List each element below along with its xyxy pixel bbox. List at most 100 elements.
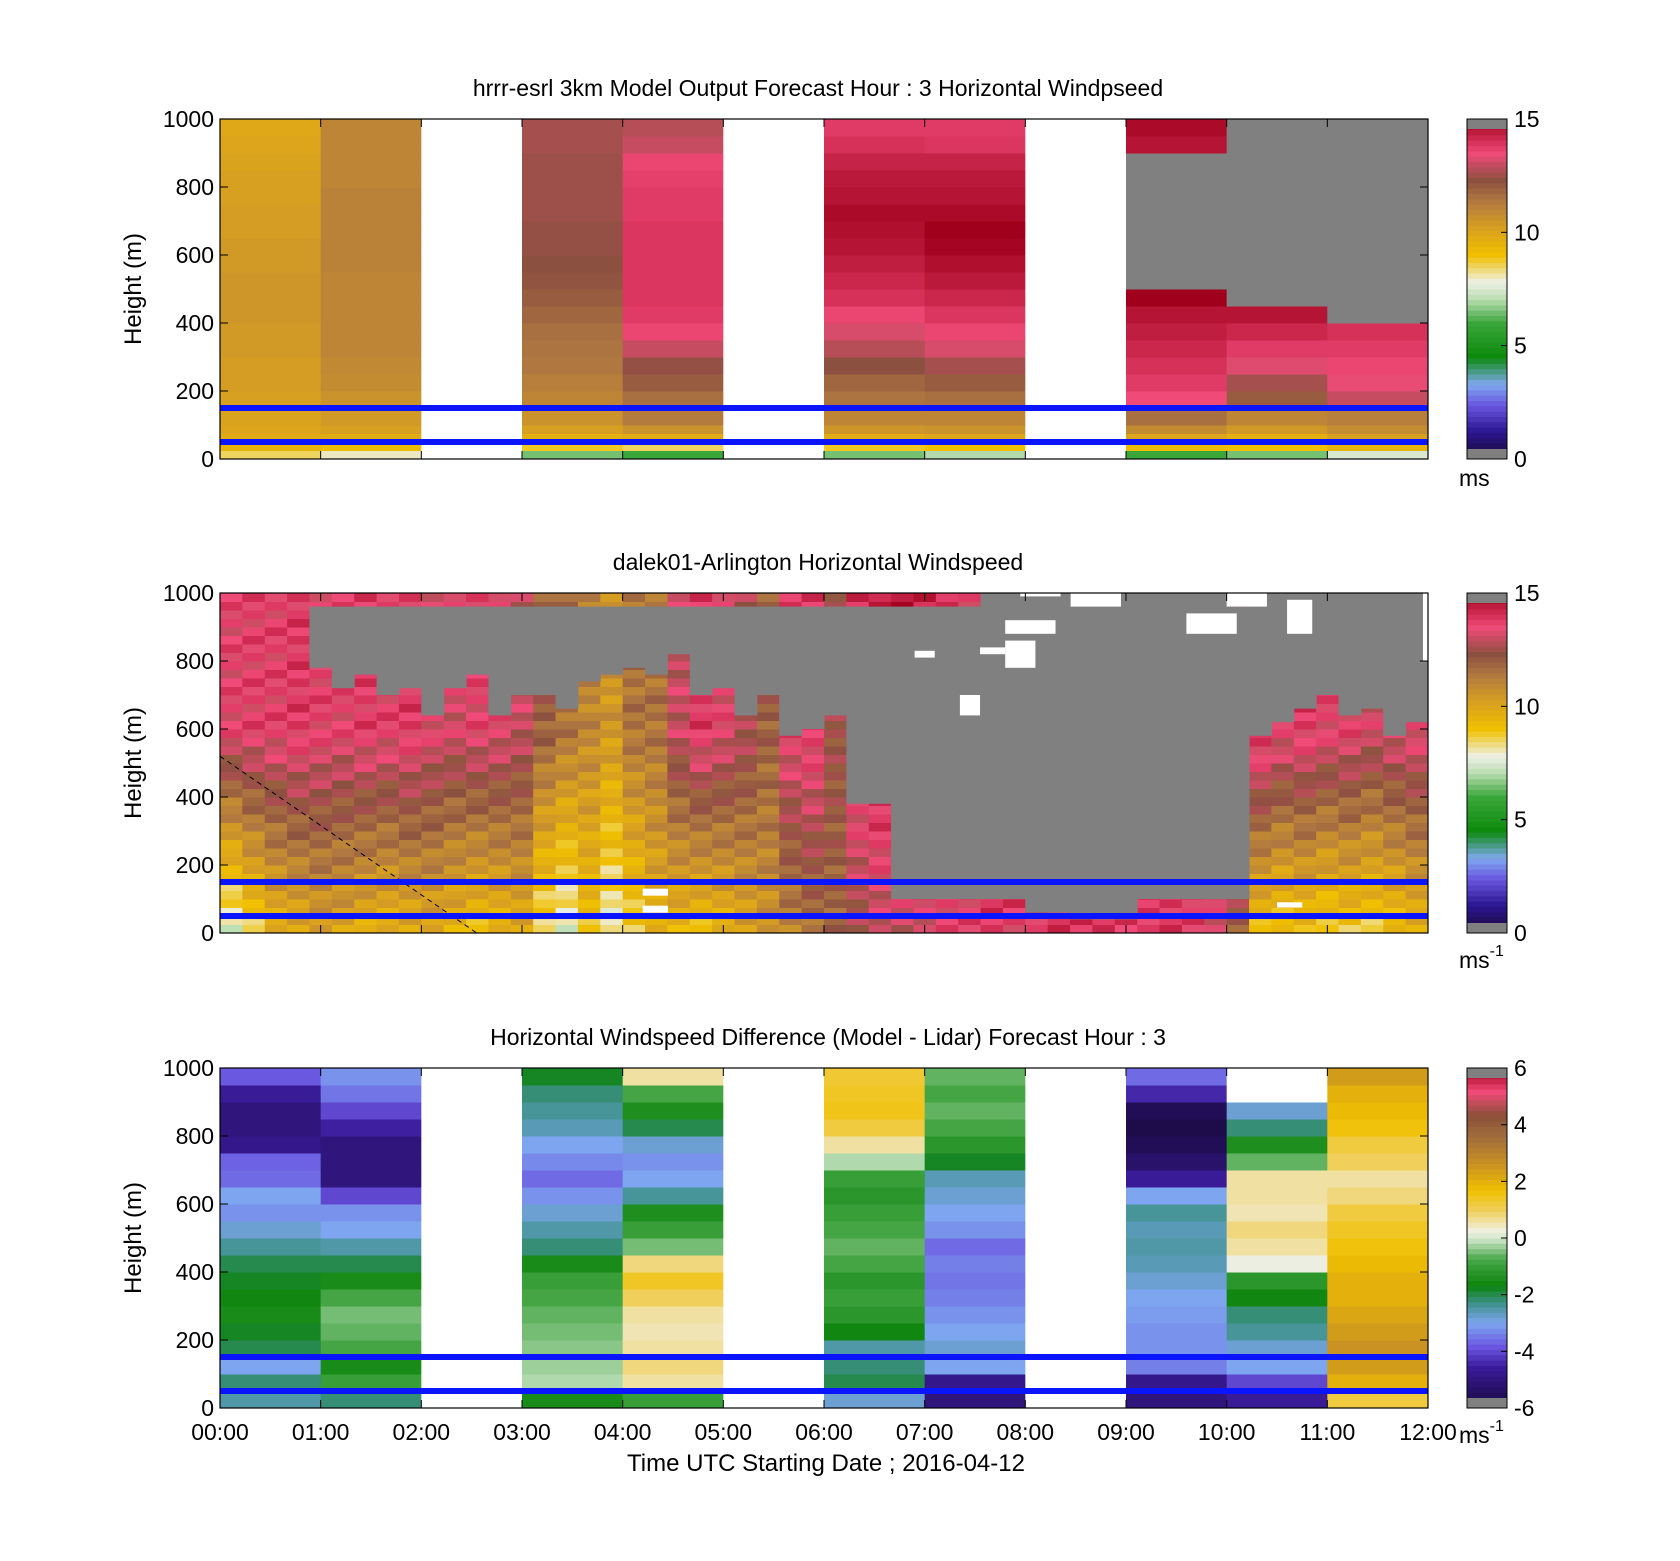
heatmap-cell <box>555 805 579 815</box>
heatmap-cell <box>1293 882 1317 891</box>
y-axis-label: Height (m) <box>120 1182 147 1294</box>
heatmap-cell <box>1338 805 1362 815</box>
heatmap-cell <box>1360 729 1384 738</box>
heatmap-cell <box>712 746 736 755</box>
heatmap-cell <box>1405 780 1429 789</box>
heatmap-cell <box>522 306 624 324</box>
colorbar-swatch <box>1467 188 1507 194</box>
heatmap-cell <box>622 170 724 188</box>
heatmap-cell <box>320 204 422 222</box>
below-range-region <box>533 606 557 695</box>
heatmap-cell <box>1025 119 1127 137</box>
heatmap-cell <box>533 814 557 823</box>
heatmap-cell <box>1316 805 1340 815</box>
heatmap-cell <box>443 865 467 874</box>
heatmap-cell <box>577 729 601 738</box>
heatmap-cell <box>220 797 243 806</box>
heatmap-cell <box>622 425 724 434</box>
heatmap-cell <box>723 1221 825 1239</box>
heatmap-cell <box>421 712 445 721</box>
heatmap-cell <box>488 712 512 721</box>
heatmap-cell <box>712 916 736 925</box>
heatmap-cell <box>1360 822 1384 832</box>
heatmap-cell <box>868 601 892 611</box>
heatmap-cell <box>421 754 445 764</box>
below-range-region <box>421 606 445 716</box>
heatmap-cell <box>287 686 310 696</box>
heatmap-cell <box>734 754 758 764</box>
heatmap-cell <box>466 754 489 764</box>
colorbar-swatch <box>1467 331 1507 338</box>
heatmap-cell <box>488 856 512 866</box>
heatmap-cell <box>309 814 333 823</box>
x-axis <box>219 119 1429 459</box>
heatmap-cell <box>1226 1340 1328 1358</box>
heatmap-cell <box>220 204 322 222</box>
heatmap-cell <box>421 1085 523 1103</box>
heatmap-cell <box>1360 788 1384 798</box>
heatmap-cell <box>924 450 1026 460</box>
heatmap-cell <box>331 856 355 866</box>
heatmap-cell <box>1360 882 1384 891</box>
heatmap-cell <box>264 924 288 934</box>
heatmap-cell <box>331 873 355 883</box>
heatmap-cell <box>622 1374 724 1392</box>
heatmap-cell <box>220 1272 322 1290</box>
heatmap-cell <box>220 814 243 823</box>
y-tick-label: 400 <box>176 1259 214 1285</box>
heatmap-cell <box>264 797 288 806</box>
heatmap-cell <box>376 907 400 917</box>
heatmap-cell <box>242 882 266 891</box>
heatmap-cell <box>1327 1306 1429 1324</box>
heatmap-cell <box>723 1187 825 1205</box>
heatmap-cell <box>924 289 1026 307</box>
heatmap-cell <box>622 601 646 611</box>
heatmap-cell <box>723 1272 825 1290</box>
heatmap-cell <box>522 1323 624 1341</box>
heatmap-cell <box>924 1323 1026 1341</box>
heatmap-cell <box>1405 924 1429 934</box>
heatmap-cell <box>801 882 825 891</box>
heatmap-cell <box>622 1102 724 1120</box>
heatmap-cell <box>1126 238 1228 256</box>
heatmap-cell <box>600 593 624 602</box>
heatmap-cell <box>824 848 847 857</box>
heatmap-cell <box>734 907 758 917</box>
heatmap-cell <box>376 924 400 934</box>
heatmap-cell <box>1159 916 1183 925</box>
heatmap-cell <box>1293 839 1317 849</box>
colorbar-swatch <box>1467 1147 1507 1154</box>
heatmap-cell <box>712 822 736 832</box>
heatmap-cell <box>264 610 288 619</box>
heatmap-cell <box>891 593 914 602</box>
heatmap-cell <box>622 238 724 256</box>
heatmap-cell <box>1126 119 1228 137</box>
heatmap-cell <box>689 814 713 823</box>
heatmap-cell <box>242 720 266 730</box>
heatmap-cell <box>622 907 646 917</box>
heatmap-cell <box>555 712 579 721</box>
heatmap-cell <box>577 831 601 840</box>
heatmap-cell <box>242 907 266 917</box>
heatmap-cell <box>1226 1187 1328 1205</box>
heatmap-cell <box>309 822 333 832</box>
below-range-region <box>1181 593 1205 899</box>
heatmap-cell <box>1126 204 1228 222</box>
heatmap-cell <box>1025 1391 1127 1409</box>
heatmap-cell <box>320 425 422 434</box>
heatmap-cell <box>868 831 892 840</box>
heatmap-cell <box>734 593 758 602</box>
heatmap-cell <box>824 1153 926 1171</box>
heatmap-cell <box>421 890 445 900</box>
heatmap-cell <box>1338 737 1362 747</box>
heatmap-cell <box>924 238 1026 256</box>
colorbar-over-swatch <box>1467 1068 1507 1078</box>
heatmap-cell <box>801 865 825 874</box>
heatmap-cell <box>220 788 243 798</box>
heatmap-cell <box>320 1085 422 1103</box>
panel-difference: Horizontal Windspeed Difference (Model -… <box>120 1024 1535 1448</box>
heatmap-cell <box>220 450 322 460</box>
heatmap-cell <box>421 1340 523 1358</box>
heatmap-cell <box>600 678 624 687</box>
heatmap-cell <box>533 737 557 747</box>
